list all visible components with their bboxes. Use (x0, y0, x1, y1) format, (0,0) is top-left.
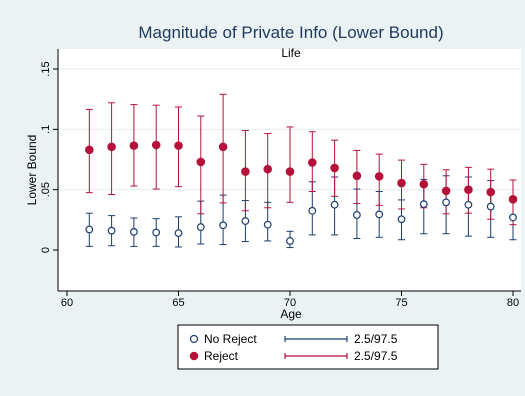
point-no-reject (464, 200, 473, 209)
y-tick-label: 0 (40, 247, 52, 253)
y-tick-label: .1 (40, 125, 52, 134)
x-tick-label: 80 (507, 297, 519, 309)
point-reject (85, 145, 94, 155)
point-no-reject (308, 206, 317, 215)
point-reject (330, 163, 339, 173)
point-reject (174, 141, 183, 150)
y-tick-label: .05 (40, 182, 52, 197)
point-no-reject (442, 198, 451, 207)
point-no-reject (85, 225, 94, 234)
x-tick-label: 65 (172, 297, 184, 309)
chart-subtitle: Life (281, 46, 301, 60)
point-no-reject (397, 215, 406, 224)
point-no-reject (129, 227, 138, 236)
point-no-reject (219, 221, 228, 230)
point-no-reject (419, 200, 428, 209)
point-no-reject (263, 220, 272, 229)
legend-label-reject: Reject (204, 349, 239, 363)
point-reject (508, 195, 518, 204)
point-no-reject (353, 211, 361, 219)
point-reject (486, 187, 496, 197)
legend-marker-no-reject (189, 334, 199, 344)
point-reject (374, 172, 384, 181)
point-reject (107, 142, 116, 152)
point-reject (241, 167, 250, 176)
point-reject (352, 171, 362, 181)
x-axis-label: Age (280, 307, 302, 321)
point-no-reject (152, 228, 161, 237)
legend-label-ci-reject: 2.5/97.5 (354, 349, 398, 363)
x-tick-label: 70 (284, 297, 296, 309)
point-no-reject (509, 213, 517, 222)
point-no-reject (174, 229, 183, 238)
legend-label-no-reject: No Reject (204, 332, 257, 346)
point-reject (218, 142, 228, 152)
x-tick-label: 60 (61, 297, 73, 309)
point-no-reject (286, 237, 294, 245)
point-no-reject (486, 202, 495, 211)
point-no-reject (375, 210, 384, 219)
point-reject (419, 179, 429, 189)
point-no-reject (107, 226, 116, 235)
point-reject (285, 167, 295, 176)
chart-title: Magnitude of Private Info (Lower Bound) (138, 23, 443, 42)
point-reject (151, 140, 161, 150)
point-reject (308, 158, 317, 167)
x-tick-label: 75 (395, 297, 407, 309)
point-reject (129, 141, 139, 150)
point-no-reject (330, 200, 339, 209)
legend-label-ci-no-reject: 2.5/97.5 (354, 332, 398, 346)
data-points (85, 140, 518, 245)
point-reject (397, 178, 406, 188)
point-reject (464, 185, 473, 194)
legend: No Reject 2.5/97.5 Reject 2.5/97.5 (177, 324, 439, 370)
y-axis-label: Lower Bound (25, 135, 39, 206)
point-reject (441, 186, 451, 196)
y-tick-label: .15 (40, 61, 52, 76)
legend-marker-reject (189, 351, 199, 361)
axes: 0 .05 .1 .15 60 65 70 75 80 (40, 49, 521, 309)
point-no-reject (241, 217, 250, 225)
point-no-reject (196, 223, 205, 231)
point-reject (263, 164, 273, 174)
legend-box (177, 324, 439, 370)
point-reject (196, 157, 206, 167)
